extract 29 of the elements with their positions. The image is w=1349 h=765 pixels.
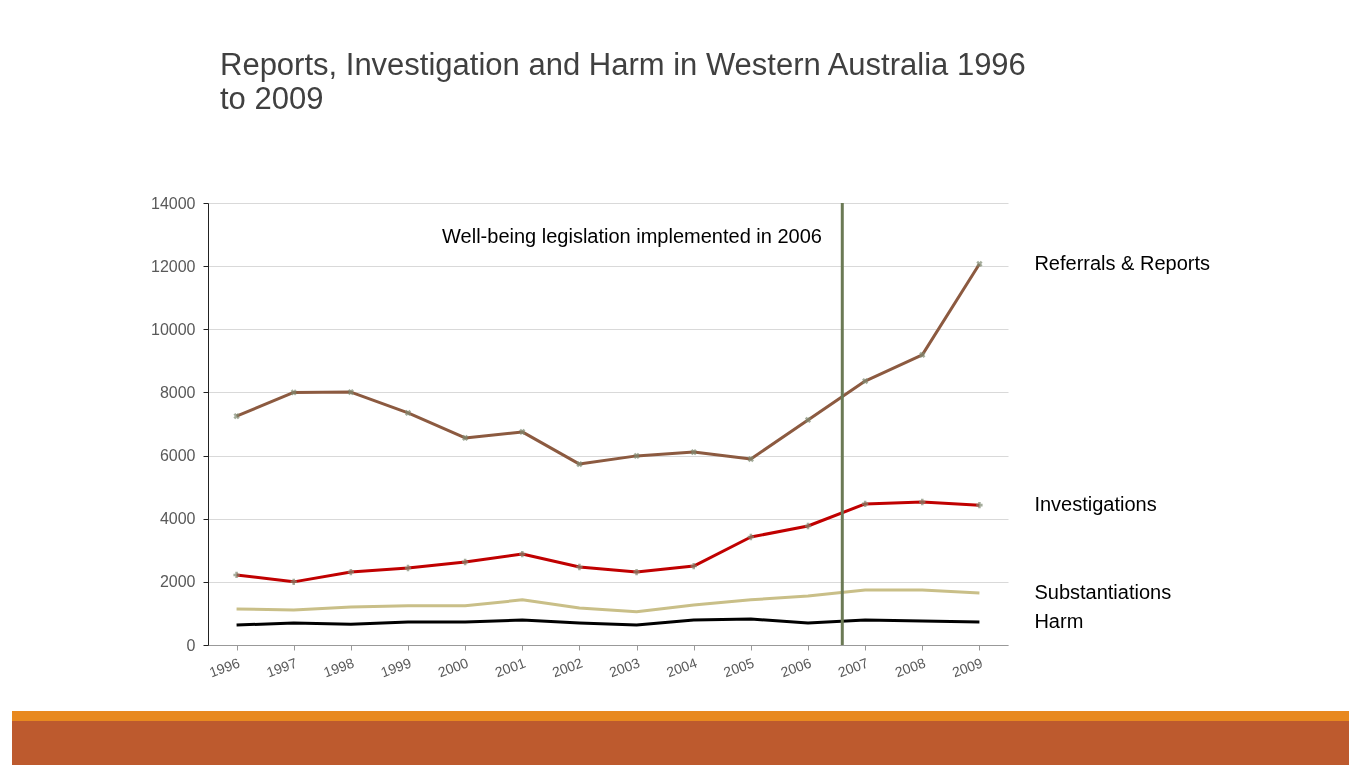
annotation: Well-being legislation implemented in 2006 [442,225,822,247]
x-tick-label: 1999 [378,654,414,681]
text: Investigations [1034,493,1157,516]
x-tick-label: 2006 [778,654,814,681]
y-tick-label: 12000 [151,257,196,275]
text: Substantiations [1034,580,1172,603]
line-series [235,588,981,614]
y-tick-label: 0 [186,636,196,654]
x-tick-label: 2003 [607,654,643,681]
x-tick-label: 2009 [949,654,985,681]
x-tick-label: 2000 [435,654,471,681]
y-tick-label: 8000 [159,383,196,401]
x-tick-label: 1996 [207,654,243,681]
x-tick-label: 1997 [264,654,300,681]
chart-title: Reports, Investigation and Harm in Western Australia 1996 to 2009 [220,47,1027,117]
x-tick-label: 2008 [892,654,928,681]
x-tick-label: 2007 [835,654,871,681]
x-tick-label: 2004 [664,654,700,681]
text: Harm [1034,609,1084,632]
y-tick-label: 4000 [159,510,196,528]
y-tick-label: 2000 [159,573,196,591]
y-tick-label: 6000 [159,447,196,465]
y-tick-label: 10000 [151,320,196,338]
x-tick-label: 1998 [321,654,357,681]
text: Referrals & Reports [1034,251,1211,274]
x-tick-label: 2002 [549,654,585,681]
y-tick-label: 14000 [151,194,196,212]
x-tick-label: 2005 [721,654,757,681]
x-tick-label: 2001 [492,654,528,681]
